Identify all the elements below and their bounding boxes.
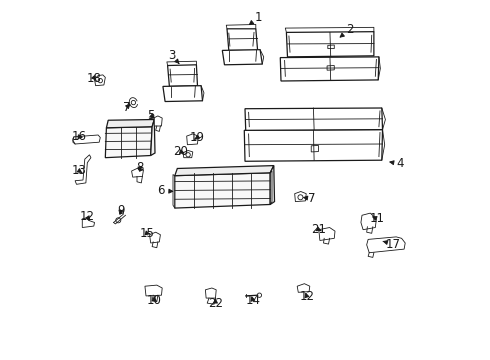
Polygon shape (187, 134, 198, 145)
Polygon shape (154, 116, 162, 126)
Text: 8: 8 (136, 161, 144, 174)
Polygon shape (311, 145, 318, 152)
Polygon shape (82, 218, 95, 228)
Text: 15: 15 (140, 227, 154, 240)
Text: 21: 21 (311, 223, 326, 236)
Polygon shape (280, 57, 379, 81)
Polygon shape (75, 155, 91, 184)
Text: 22: 22 (208, 297, 223, 310)
Text: 11: 11 (370, 212, 385, 225)
Ellipse shape (186, 153, 190, 157)
Text: 9: 9 (117, 204, 124, 217)
Text: 4: 4 (390, 157, 404, 170)
Polygon shape (367, 237, 405, 253)
Polygon shape (149, 232, 160, 243)
Polygon shape (73, 135, 100, 144)
Polygon shape (168, 65, 197, 86)
Polygon shape (163, 86, 202, 102)
Text: 2: 2 (340, 23, 353, 37)
Text: 16: 16 (71, 130, 86, 143)
Text: 5: 5 (147, 109, 154, 122)
Ellipse shape (257, 293, 262, 297)
Polygon shape (294, 192, 306, 202)
Polygon shape (245, 108, 383, 130)
Ellipse shape (131, 100, 136, 105)
Polygon shape (245, 130, 383, 161)
Polygon shape (327, 66, 334, 70)
Polygon shape (145, 285, 162, 296)
Text: 7: 7 (123, 101, 131, 114)
Text: 6: 6 (157, 184, 173, 197)
Text: 3: 3 (169, 49, 179, 63)
Polygon shape (227, 29, 258, 50)
Ellipse shape (116, 218, 121, 223)
Polygon shape (132, 168, 144, 177)
Text: 17: 17 (383, 238, 401, 251)
Polygon shape (175, 166, 274, 176)
Polygon shape (286, 32, 374, 57)
Text: 7: 7 (304, 192, 316, 205)
Text: 18: 18 (87, 72, 102, 85)
Text: 12: 12 (299, 291, 315, 303)
Text: 12: 12 (80, 210, 95, 223)
Text: 1: 1 (249, 11, 263, 24)
Polygon shape (270, 166, 274, 204)
Polygon shape (361, 213, 376, 230)
Text: 13: 13 (72, 165, 87, 177)
Polygon shape (328, 45, 334, 49)
Text: 20: 20 (173, 145, 188, 158)
Polygon shape (297, 284, 310, 292)
Text: 14: 14 (245, 294, 260, 307)
Polygon shape (175, 173, 270, 208)
Polygon shape (95, 75, 105, 86)
Polygon shape (205, 288, 216, 298)
Polygon shape (105, 127, 152, 158)
Ellipse shape (98, 78, 102, 83)
Polygon shape (183, 150, 193, 158)
Text: 19: 19 (190, 131, 205, 144)
Polygon shape (151, 120, 155, 156)
Polygon shape (106, 120, 154, 128)
Polygon shape (222, 50, 262, 65)
Polygon shape (319, 228, 335, 240)
Text: 10: 10 (147, 294, 162, 307)
Ellipse shape (298, 195, 303, 200)
